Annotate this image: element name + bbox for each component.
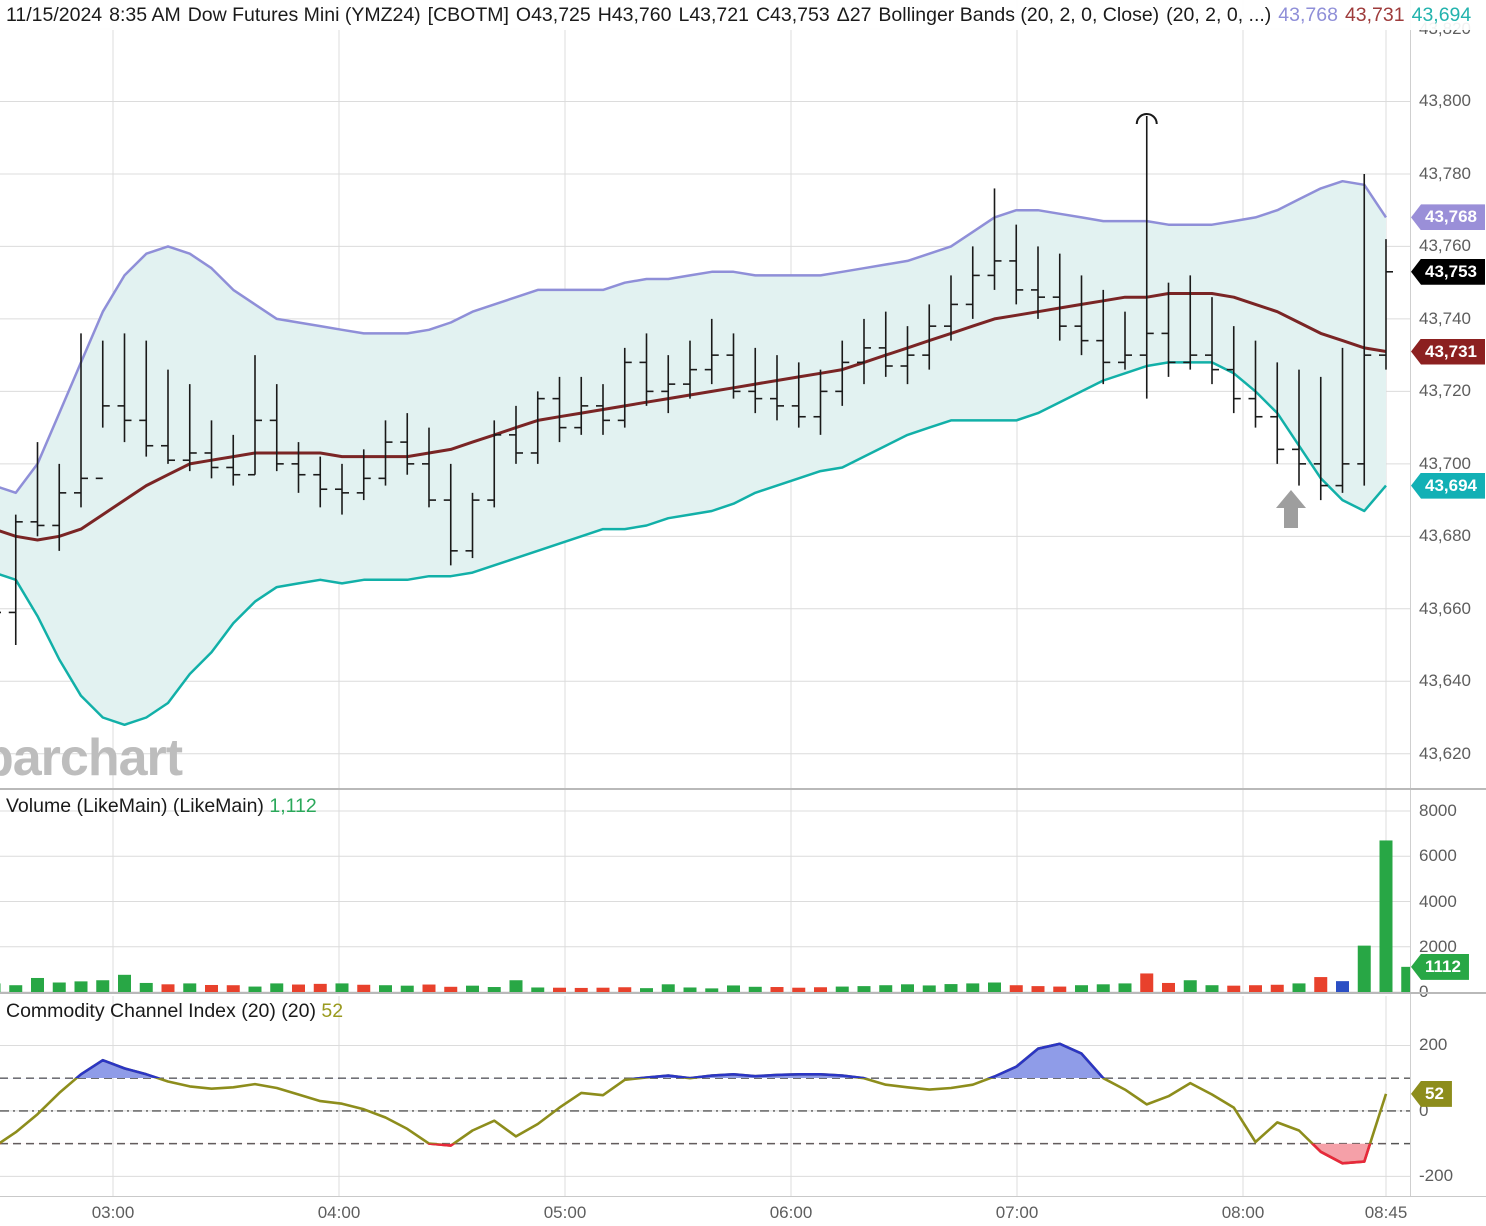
time-axis-tick: 07:00: [995, 1203, 1039, 1222]
cci-panel-title: Commodity Channel Index (20) (20): [6, 1000, 316, 1022]
time-axis-tick: 08:45: [1364, 1203, 1408, 1222]
price-axis-tick: 43,800: [1419, 91, 1471, 111]
header-close: C43,753: [755, 3, 830, 26]
time-axis-tick: 08:00: [1221, 1203, 1265, 1222]
value-badge-last-price[interactable]: 43,753: [1411, 258, 1485, 285]
header-low: L43,721: [678, 3, 749, 26]
cci-line-oversold: [0, 1143, 1372, 1165]
panel-divider-volume-cci: [0, 992, 1486, 994]
chart-header-legend: 11/15/2024 8:35 AM Dow Futures Mini (YMZ…: [0, 0, 1486, 30]
volume-plot-svg: [0, 790, 1410, 992]
header-open: O43,725: [515, 3, 591, 26]
bollinger-band-fill: [0, 181, 1386, 725]
cci-chart-panel[interactable]: [0, 996, 1410, 1196]
price-axis-tick: 43,760: [1419, 236, 1471, 256]
volume-chart-panel[interactable]: [0, 790, 1410, 992]
volume-axis-tick: 8000: [1419, 801, 1457, 821]
header-bb-lower-value: 43,694: [1411, 3, 1472, 26]
bollinger-upper-line: [0, 179, 1388, 495]
value-badge-volume[interactable]: 1112: [1411, 953, 1469, 980]
up-arrow-annotation: [1276, 490, 1306, 528]
header-study-name[interactable]: Bollinger Bands (20, 2, 0, Close): [878, 3, 1160, 26]
price-axis-tick: 43,780: [1419, 163, 1471, 183]
time-axis-tick: 03:00: [91, 1203, 135, 1222]
volume-bars: [0, 840, 1410, 992]
volume-axis-tick: 0: [1419, 982, 1428, 1002]
volume-panel-title: Volume (LikeMain) (LikeMain): [6, 795, 264, 817]
ohlc-bars: [0, 115, 1393, 646]
header-exchange: [CBOTM]: [427, 3, 509, 26]
header-symbol-name[interactable]: Dow Futures Mini (YMZ24): [187, 3, 421, 26]
volume-axis-tick: 6000: [1419, 846, 1457, 866]
time-axis-tick: 04:00: [317, 1203, 361, 1222]
cci-line-overbought: [74, 1042, 1107, 1079]
cci-oversold-fill: [429, 1143, 1371, 1164]
cci-panel-header: Commodity Channel Index (20) (20) 52: [6, 1000, 343, 1023]
time-axis[interactable]: 03:00 04:00 05:00 06:00 07:00 08:00 08:45: [0, 1196, 1486, 1226]
panel-divider-price-volume: [0, 788, 1486, 790]
header-date: 11/15/2024: [6, 3, 103, 26]
header-study-params: (20, 2, 0, ...): [1166, 3, 1272, 26]
header-delta: Δ27: [836, 3, 872, 26]
volume-axis-tick: 4000: [1419, 891, 1457, 911]
cci-axis-tick: -200: [1419, 1166, 1454, 1186]
cci-panel-value: 52: [321, 1000, 344, 1022]
value-badge-bb-middle[interactable]: 43,731: [1411, 338, 1485, 365]
bollinger-lower-line: [0, 361, 1387, 727]
price-axis-tick: 43,700: [1419, 453, 1471, 473]
value-badge-cci[interactable]: 52: [1411, 1080, 1452, 1107]
cci-overbought-fill: [0, 1043, 1386, 1079]
price-axis-tick: 43,720: [1419, 381, 1471, 401]
value-badge-bb-lower[interactable]: 43,694: [1411, 472, 1485, 499]
cci-axis-tick: 200: [1419, 1035, 1448, 1055]
volume-panel-value: 1,112: [269, 795, 317, 817]
volume-axis-tick: 2000: [1419, 936, 1457, 956]
price-axis-tick: 43,640: [1419, 671, 1471, 691]
price-chart-panel[interactable]: [0, 0, 1410, 790]
time-axis-tick: 06:00: [769, 1203, 813, 1222]
cci-plot-svg: [0, 996, 1410, 1196]
price-axis-tick: 43,620: [1419, 743, 1471, 763]
time-axis-tick: 05:00: [543, 1203, 587, 1222]
price-plot-svg: [0, 0, 1410, 790]
price-axis-tick: 43,740: [1419, 308, 1471, 328]
spike-arc-marker: [1135, 112, 1158, 125]
cci-axis-tick: 0: [1419, 1100, 1429, 1120]
price-axis-tick: 43,680: [1419, 526, 1471, 546]
header-bb-upper-value: 43,768: [1278, 3, 1338, 26]
right-value-axis[interactable]: 43,82043,80043,78043,76043,74043,72043,7…: [1410, 0, 1486, 1196]
value-badge-bb-upper[interactable]: 43,768: [1411, 204, 1485, 231]
header-bb-middle-value: 43,731: [1344, 3, 1405, 26]
header-high: H43,760: [597, 3, 672, 26]
volume-panel-header: Volume (LikeMain) (LikeMain) 1,112: [6, 795, 317, 818]
price-axis-tick: 43,660: [1419, 598, 1471, 618]
header-time: 8:35 AM: [109, 3, 181, 26]
cci-line: [0, 1042, 1388, 1165]
